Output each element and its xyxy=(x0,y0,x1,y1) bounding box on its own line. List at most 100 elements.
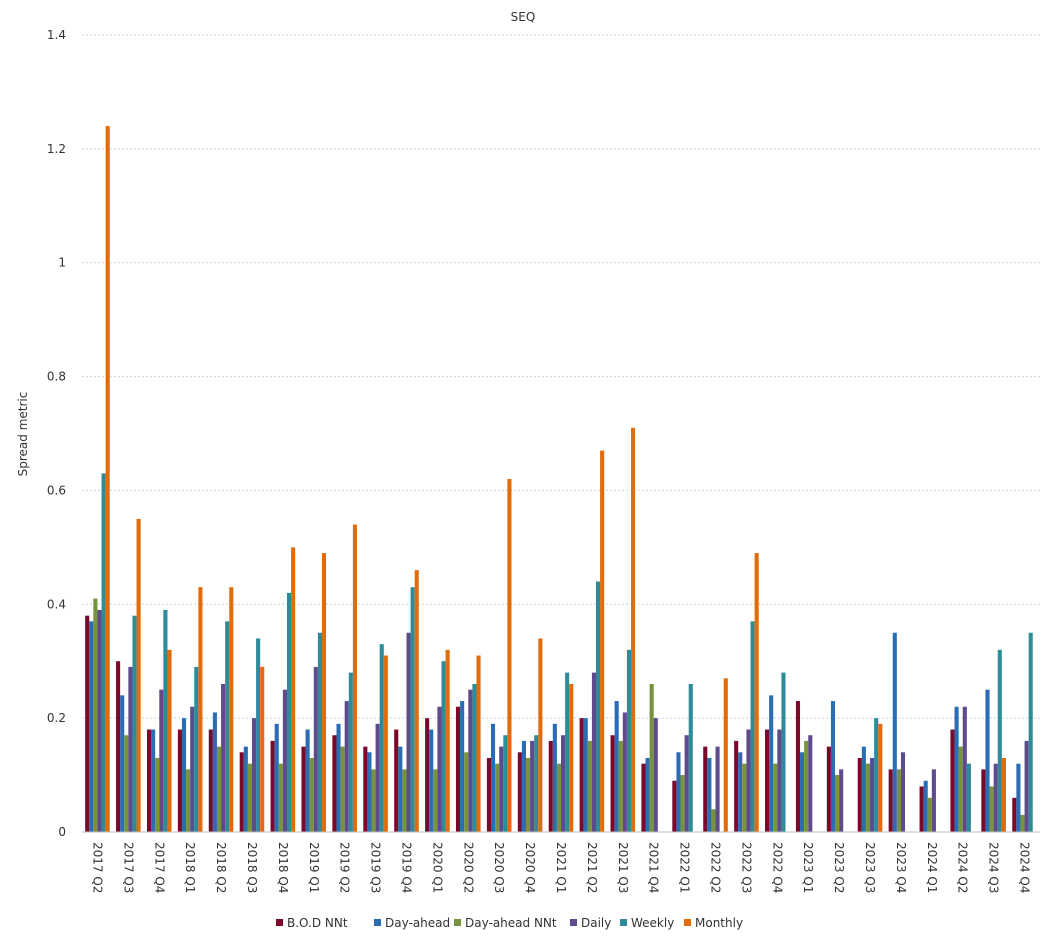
bar xyxy=(954,706,959,832)
bar xyxy=(600,450,605,832)
bar xyxy=(128,666,133,832)
bar xyxy=(865,763,871,832)
x-tick-label: 2023 Q3 xyxy=(863,842,877,893)
bar xyxy=(742,763,747,832)
bar xyxy=(530,740,535,832)
bar xyxy=(363,746,368,832)
bar xyxy=(892,632,897,832)
bar xyxy=(503,735,508,832)
legend-item: Weekly xyxy=(620,916,674,930)
category-group xyxy=(146,609,172,832)
bar xyxy=(769,695,774,832)
category-group xyxy=(703,678,728,832)
category-group xyxy=(950,706,971,832)
bar xyxy=(425,718,430,832)
bar xyxy=(521,740,526,832)
bar xyxy=(989,786,994,832)
bar xyxy=(336,723,341,832)
bar xyxy=(610,735,615,832)
x-tick-label: 2020 Q1 xyxy=(430,842,444,893)
bar xyxy=(212,712,217,832)
bar xyxy=(835,775,840,832)
legend-item: Monthly xyxy=(684,916,743,930)
bar xyxy=(414,570,419,832)
bar xyxy=(429,729,434,832)
bar xyxy=(208,729,213,832)
bar xyxy=(89,621,94,832)
x-tick-label: 2019 Q4 xyxy=(399,842,413,893)
x-tick-label: 2024 Q4 xyxy=(1018,842,1032,893)
bar xyxy=(394,729,399,832)
bar xyxy=(490,723,496,832)
legend-label: Day-ahead NNt xyxy=(465,916,557,930)
category-group xyxy=(579,450,605,832)
category-group xyxy=(394,570,419,832)
y-tick-label: 0.4 xyxy=(47,597,66,611)
bar xyxy=(313,666,318,832)
bar xyxy=(159,689,164,832)
bar xyxy=(622,712,627,832)
bar xyxy=(538,638,543,832)
bar xyxy=(270,740,275,832)
x-tick-label: 2018 Q3 xyxy=(245,842,259,893)
category-group xyxy=(610,427,636,832)
bar xyxy=(1012,797,1017,832)
bars xyxy=(85,126,1033,833)
bar xyxy=(870,757,875,832)
legend-label: Day-ahead xyxy=(385,916,450,930)
bar xyxy=(120,695,125,832)
bar xyxy=(723,678,728,832)
bar xyxy=(878,723,883,832)
bar xyxy=(888,769,893,832)
category-group xyxy=(363,644,388,832)
category-group xyxy=(85,126,110,833)
bar xyxy=(221,683,226,832)
bar xyxy=(746,729,751,832)
x-tick-label: 2019 Q2 xyxy=(338,842,352,893)
bar xyxy=(997,649,1002,832)
bar xyxy=(251,718,257,832)
bar xyxy=(556,763,561,832)
bar xyxy=(93,598,98,832)
bar xyxy=(579,718,584,832)
bar xyxy=(132,615,137,832)
bar xyxy=(927,797,932,832)
bar xyxy=(352,524,357,832)
category-group xyxy=(888,632,906,832)
bar xyxy=(565,672,570,832)
legend-swatch xyxy=(276,919,283,926)
legend-label: Weekly xyxy=(631,916,674,930)
x-tick-label: 2024 Q3 xyxy=(987,842,1001,893)
bar xyxy=(587,740,592,832)
y-tick-label: 1.4 xyxy=(47,28,66,42)
bar xyxy=(274,723,279,832)
bar xyxy=(950,729,955,832)
bar xyxy=(596,581,601,832)
bar xyxy=(332,735,337,832)
bar xyxy=(406,632,411,832)
category-group xyxy=(425,649,450,832)
bar xyxy=(707,757,712,832)
bar xyxy=(526,757,531,832)
bar xyxy=(1024,740,1029,832)
bar xyxy=(750,621,755,832)
bar xyxy=(552,723,557,832)
legend-item: Daily xyxy=(570,916,611,930)
x-tick-label: 2022 Q3 xyxy=(739,842,753,893)
legend-label: Daily xyxy=(581,916,611,930)
bar xyxy=(777,729,782,832)
y-tick-label: 1 xyxy=(58,256,66,270)
y-tick-label: 0.2 xyxy=(47,711,66,725)
bar xyxy=(583,718,588,832)
bar xyxy=(1001,757,1006,832)
bar xyxy=(85,615,90,832)
bar xyxy=(800,752,805,832)
bar xyxy=(795,701,801,832)
bar xyxy=(680,775,685,832)
bar xyxy=(715,746,720,832)
category-group xyxy=(826,701,844,832)
x-tick-label: 2022 Q2 xyxy=(709,842,723,893)
category-group xyxy=(795,701,813,832)
legend: B.O.D NNt Day-ahead Day-ahead NNt Daily Week… xyxy=(276,916,743,930)
legend-label: Monthly xyxy=(695,916,743,930)
